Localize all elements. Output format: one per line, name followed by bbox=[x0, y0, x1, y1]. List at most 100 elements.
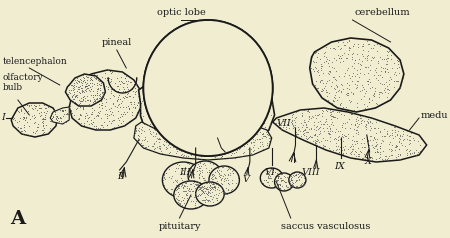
Point bbox=[232, 139, 239, 143]
Point bbox=[150, 89, 158, 93]
Point bbox=[289, 119, 296, 122]
Point bbox=[134, 101, 141, 105]
Point bbox=[107, 80, 114, 84]
Point bbox=[273, 178, 280, 182]
Point bbox=[220, 174, 227, 178]
Point bbox=[215, 112, 222, 116]
Point bbox=[175, 166, 182, 170]
Point bbox=[200, 184, 207, 188]
Point bbox=[202, 187, 209, 191]
Point bbox=[239, 138, 247, 142]
Point bbox=[193, 179, 200, 183]
Point bbox=[172, 110, 179, 114]
Point bbox=[190, 141, 198, 145]
Point bbox=[207, 179, 214, 183]
Point bbox=[334, 40, 341, 44]
Point bbox=[109, 93, 117, 97]
Point bbox=[344, 132, 351, 136]
Point bbox=[175, 194, 182, 198]
Point bbox=[81, 96, 89, 100]
Point bbox=[374, 73, 382, 77]
Point bbox=[161, 183, 168, 186]
Point bbox=[80, 79, 87, 83]
Point bbox=[207, 124, 214, 128]
Point bbox=[200, 198, 207, 202]
Point bbox=[184, 91, 192, 95]
Point bbox=[288, 178, 295, 182]
Point bbox=[300, 129, 307, 133]
Point bbox=[204, 158, 211, 162]
Point bbox=[18, 129, 26, 133]
Point bbox=[259, 144, 266, 147]
Point bbox=[302, 130, 309, 134]
Point bbox=[379, 159, 387, 162]
Point bbox=[154, 86, 161, 90]
Point bbox=[113, 98, 121, 102]
Point bbox=[266, 123, 274, 127]
Point bbox=[139, 99, 146, 103]
Point bbox=[278, 178, 285, 182]
Point bbox=[69, 83, 76, 87]
Point bbox=[359, 89, 366, 92]
Point bbox=[79, 89, 86, 93]
Point bbox=[356, 116, 364, 120]
Point bbox=[366, 63, 373, 67]
Point bbox=[392, 145, 400, 149]
Point bbox=[324, 79, 331, 83]
Point bbox=[208, 142, 215, 146]
Point bbox=[39, 116, 46, 120]
Point bbox=[329, 114, 336, 118]
Point bbox=[222, 147, 229, 151]
Point bbox=[267, 176, 274, 180]
Point bbox=[200, 143, 207, 147]
Point bbox=[59, 108, 67, 111]
Point bbox=[196, 193, 203, 197]
Point bbox=[126, 80, 133, 84]
Point bbox=[151, 90, 158, 94]
Point bbox=[316, 80, 324, 84]
Point bbox=[217, 173, 225, 177]
Point bbox=[197, 187, 204, 191]
Point bbox=[300, 182, 307, 186]
Point bbox=[86, 99, 93, 102]
Point bbox=[215, 153, 222, 157]
Point bbox=[309, 114, 316, 118]
Point bbox=[125, 106, 132, 109]
Point bbox=[175, 133, 182, 137]
Point bbox=[191, 201, 198, 205]
Point bbox=[169, 115, 176, 119]
Point bbox=[78, 88, 86, 92]
Point bbox=[218, 144, 225, 148]
Point bbox=[205, 199, 212, 203]
Point bbox=[96, 83, 104, 87]
Point bbox=[16, 116, 23, 120]
Point bbox=[384, 91, 392, 94]
Point bbox=[326, 127, 333, 131]
Point bbox=[288, 175, 295, 179]
Point bbox=[193, 149, 200, 153]
Point bbox=[323, 90, 330, 94]
Point bbox=[248, 151, 255, 155]
Point bbox=[25, 124, 32, 128]
Point bbox=[56, 121, 63, 125]
Point bbox=[355, 124, 362, 128]
Point bbox=[150, 142, 158, 146]
Point bbox=[392, 125, 399, 129]
Point bbox=[176, 186, 183, 190]
Point bbox=[262, 128, 270, 132]
Point bbox=[346, 46, 354, 50]
Point bbox=[99, 95, 106, 99]
Point bbox=[18, 107, 25, 111]
Point bbox=[9, 115, 17, 119]
Point bbox=[167, 145, 174, 149]
Point bbox=[186, 75, 193, 79]
Point bbox=[386, 143, 393, 146]
Point bbox=[277, 127, 284, 130]
Point bbox=[210, 185, 217, 189]
Point bbox=[383, 95, 390, 99]
Point bbox=[195, 176, 203, 180]
Point bbox=[151, 81, 158, 85]
Point bbox=[215, 170, 222, 174]
Point bbox=[331, 75, 338, 79]
Point bbox=[375, 126, 382, 130]
